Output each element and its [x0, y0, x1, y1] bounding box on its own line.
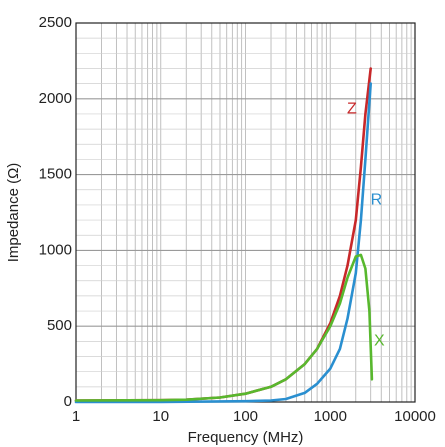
series-annotations: Z R X: [347, 101, 385, 350]
series-line-x: [74, 253, 374, 402]
y-tick-label: 500: [47, 317, 72, 334]
x-tick-label: 10000: [394, 408, 436, 425]
series-label-r: R: [371, 192, 383, 209]
y-tick-label: 1000: [39, 241, 72, 258]
y-tick-label: 2500: [39, 14, 72, 31]
series-label-x: X: [374, 333, 385, 350]
y-tick-label: 0: [64, 393, 72, 410]
x-tick-label: 100: [233, 408, 258, 425]
series-label-z: Z: [347, 101, 357, 118]
y-tick-labels: 0 500 1000 1500 2000 2500: [39, 14, 72, 410]
y-tick-label: 1500: [39, 166, 72, 183]
series-lines: [74, 67, 374, 404]
grid-lines: [76, 23, 415, 402]
x-tick-label: 1: [72, 408, 80, 425]
y-axis-label: Impedance (Ω): [5, 163, 22, 263]
x-axis-label: Frequency (MHz): [188, 429, 304, 446]
series-line-r: [74, 82, 373, 404]
y-tick-label: 2000: [39, 90, 72, 107]
x-tick-label: 10: [152, 408, 169, 425]
x-tick-labels: 1 10 100 1000 10000: [72, 408, 436, 425]
x-tick-label: 1000: [314, 408, 347, 425]
